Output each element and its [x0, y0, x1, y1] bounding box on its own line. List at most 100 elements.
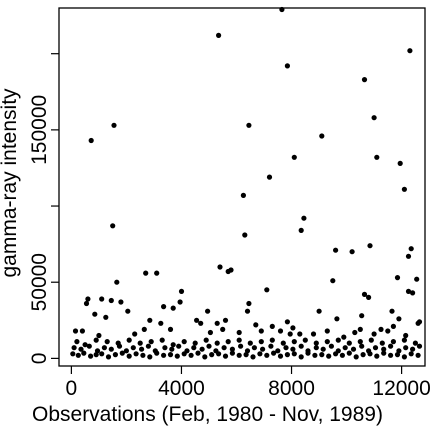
- data-point: [108, 346, 114, 352]
- data-point: [378, 326, 384, 332]
- data-point: [367, 351, 373, 357]
- data-point: [236, 329, 242, 336]
- data-point: [209, 352, 215, 358]
- data-point: [366, 294, 372, 300]
- data-point: [244, 308, 251, 314]
- data-point: [408, 246, 414, 252]
- data-point: [250, 354, 256, 360]
- data-point: [88, 137, 94, 144]
- data-point: [352, 329, 358, 336]
- data-point: [161, 352, 167, 358]
- data-point: [119, 350, 125, 356]
- data-point: [110, 223, 116, 229]
- data-point: [177, 299, 183, 305]
- data-point: [148, 339, 154, 345]
- data-point: [277, 353, 284, 359]
- x-tick-label: 0: [66, 377, 78, 400]
- y-tick-label: 150000: [28, 95, 51, 165]
- data-point: [353, 354, 359, 360]
- data-point: [139, 346, 145, 352]
- data-point: [416, 343, 423, 349]
- data-point: [284, 319, 290, 325]
- data-point: [287, 331, 293, 337]
- y-tick-label: 0: [28, 353, 51, 365]
- data-point: [236, 352, 242, 358]
- data-point: [253, 322, 259, 328]
- data-point: [280, 340, 286, 346]
- data-point: [126, 353, 132, 359]
- data-point: [260, 346, 266, 352]
- data-point: [305, 350, 311, 356]
- data-point: [140, 352, 146, 358]
- data-point: [202, 354, 208, 360]
- data-point: [374, 154, 380, 160]
- data-point: [333, 351, 339, 357]
- data-point: [240, 192, 246, 198]
- y-axis: 0 50000 150000: [28, 53, 59, 365]
- data-point: [132, 331, 138, 337]
- data-point: [298, 343, 304, 349]
- data-point: [342, 345, 348, 351]
- data-point: [206, 343, 212, 349]
- data-point: [216, 351, 222, 357]
- data-point: [319, 133, 325, 139]
- data-point: [291, 339, 297, 345]
- data-point: [203, 337, 209, 343]
- data-point: [361, 77, 368, 83]
- data-point: [310, 331, 317, 337]
- data-point: [229, 350, 235, 356]
- data-point: [357, 326, 363, 332]
- data-point: [371, 115, 377, 121]
- data-point: [390, 323, 396, 329]
- y-axis-title: gamma-ray intensity: [0, 88, 21, 278]
- data-point: [174, 353, 180, 359]
- data-point: [222, 353, 229, 359]
- data-point: [283, 345, 289, 351]
- data-point: [275, 348, 281, 354]
- data-point: [284, 63, 290, 69]
- data-point: [81, 350, 87, 356]
- data-point: [290, 325, 296, 331]
- data-point: [92, 311, 98, 317]
- data-point: [320, 346, 326, 352]
- data-point: [159, 337, 165, 343]
- data-point: [96, 332, 102, 339]
- data-point: [326, 353, 332, 359]
- data-point: [170, 342, 176, 348]
- data-point: [359, 343, 365, 349]
- data-point: [388, 352, 394, 358]
- data-point: [324, 328, 330, 334]
- data-point: [86, 343, 92, 349]
- data-point: [394, 352, 401, 358]
- data-point: [195, 350, 201, 356]
- x-axis-title: Observations (Feb, 1980 - Nov, 1989): [32, 403, 383, 426]
- data-point: [126, 337, 132, 343]
- data-point: [181, 339, 187, 345]
- data-point: [246, 300, 252, 307]
- data-point: [313, 340, 319, 346]
- data-point: [221, 345, 227, 351]
- data-point: [79, 328, 85, 334]
- data-point: [105, 354, 112, 360]
- data-point: [388, 343, 394, 349]
- data-point: [243, 352, 249, 358]
- data-point: [277, 328, 284, 334]
- data-point: [176, 343, 182, 349]
- data-point: [346, 340, 352, 346]
- data-point: [298, 354, 304, 360]
- data-point: [246, 122, 252, 128]
- data-point: [390, 339, 396, 345]
- data-point: [111, 122, 117, 128]
- data-point: [401, 186, 407, 192]
- data-point: [301, 215, 307, 221]
- data-point: [167, 326, 174, 332]
- data-point: [407, 48, 413, 54]
- data-point: [379, 340, 385, 346]
- data-point: [137, 340, 143, 346]
- data-point: [410, 290, 416, 296]
- data-point: [279, 6, 285, 13]
- data-point: [341, 334, 347, 340]
- data-point: [258, 328, 264, 334]
- data-point: [291, 154, 297, 160]
- data-point: [130, 345, 136, 351]
